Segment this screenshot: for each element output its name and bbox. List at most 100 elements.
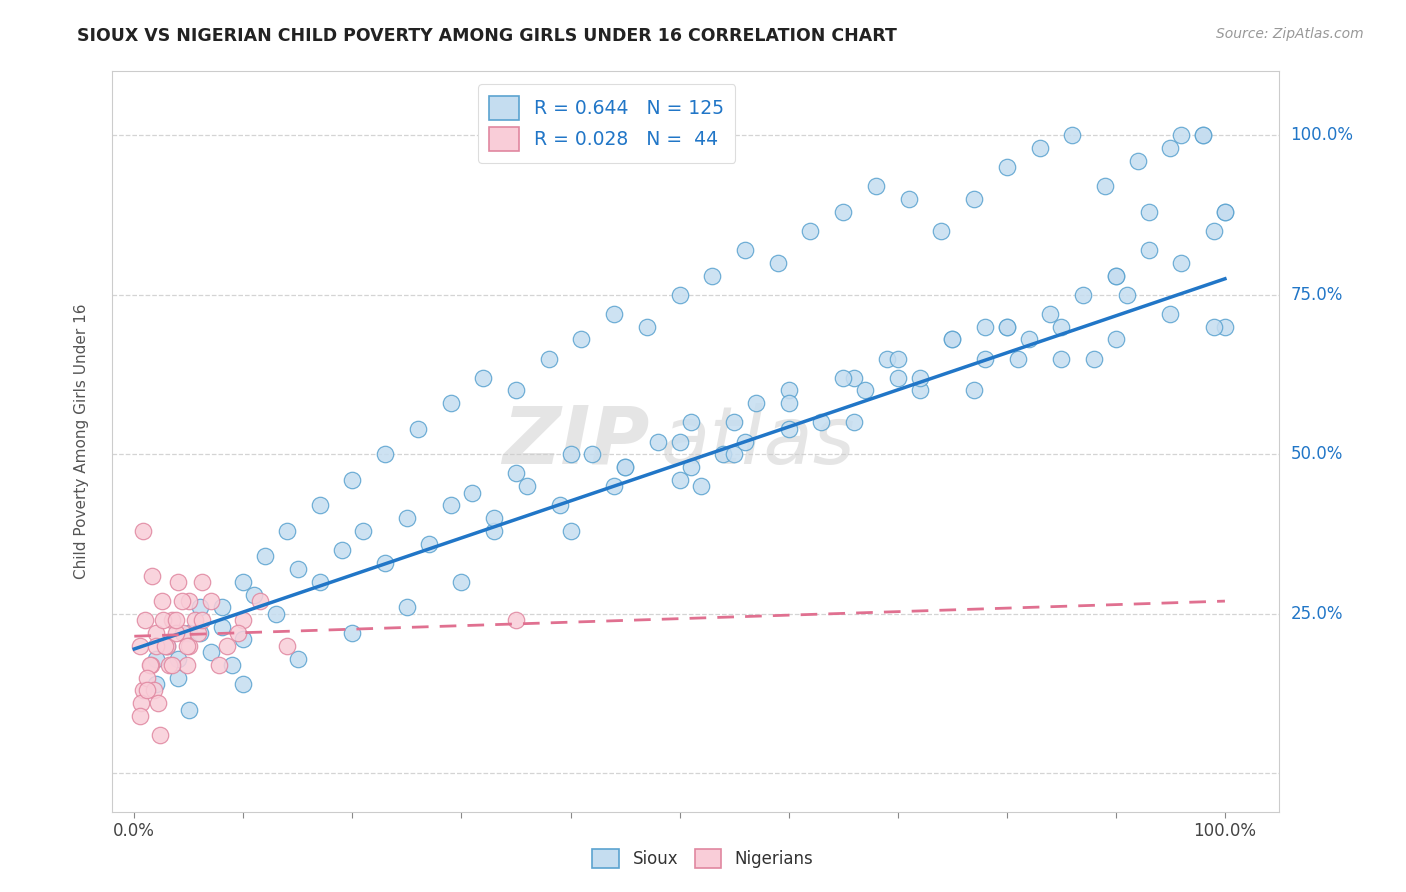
Point xyxy=(482,511,505,525)
Text: Source: ZipAtlas.com: Source: ZipAtlas.com xyxy=(1216,27,1364,41)
Point xyxy=(853,384,876,398)
Point xyxy=(1192,128,1215,143)
Point xyxy=(287,651,309,665)
Point xyxy=(516,479,538,493)
Point xyxy=(177,594,200,608)
Point xyxy=(249,594,271,608)
Point xyxy=(1213,319,1236,334)
Point xyxy=(145,626,167,640)
Point xyxy=(342,473,364,487)
Point xyxy=(136,671,159,685)
Point xyxy=(177,639,200,653)
Point xyxy=(176,657,198,672)
Point xyxy=(766,256,789,270)
Point xyxy=(232,613,254,627)
Point xyxy=(636,319,658,334)
Point xyxy=(439,396,461,410)
Point xyxy=(723,416,745,430)
Point xyxy=(162,657,184,672)
Point xyxy=(184,613,207,627)
Point xyxy=(668,287,690,301)
Point xyxy=(679,460,702,475)
Point xyxy=(897,192,920,206)
Point xyxy=(142,683,165,698)
Point xyxy=(352,524,374,538)
Point xyxy=(287,562,309,576)
Point xyxy=(149,728,172,742)
Text: 50.0%: 50.0% xyxy=(1291,445,1343,463)
Point xyxy=(395,511,418,525)
Point xyxy=(200,594,222,608)
Legend: Sioux, Nigerians: Sioux, Nigerians xyxy=(586,842,820,875)
Point xyxy=(974,319,997,334)
Point xyxy=(308,574,330,589)
Point xyxy=(276,524,298,538)
Point xyxy=(1137,243,1160,257)
Y-axis label: Child Poverty Among Girls Under 16: Child Poverty Among Girls Under 16 xyxy=(75,304,89,579)
Point xyxy=(842,416,865,430)
Legend: R = 0.644   N = 125, R = 0.028   N =  44: R = 0.644 N = 125, R = 0.028 N = 44 xyxy=(478,85,735,162)
Point xyxy=(505,613,527,627)
Point xyxy=(167,574,190,589)
Point xyxy=(132,524,155,538)
Point xyxy=(450,574,472,589)
Point xyxy=(603,307,626,321)
Point xyxy=(472,370,495,384)
Text: 75.0%: 75.0% xyxy=(1291,285,1343,304)
Point xyxy=(187,626,209,640)
Point xyxy=(156,639,179,653)
Point xyxy=(1159,141,1181,155)
Point xyxy=(548,499,571,513)
Point xyxy=(134,613,156,627)
Point xyxy=(711,447,734,461)
Point xyxy=(191,613,214,627)
Point xyxy=(941,333,963,347)
Point xyxy=(799,224,821,238)
Point xyxy=(702,268,724,283)
Point xyxy=(165,626,187,640)
Point xyxy=(172,594,194,608)
Point xyxy=(139,657,162,672)
Point xyxy=(723,447,745,461)
Point xyxy=(581,447,603,461)
Point xyxy=(177,703,200,717)
Point xyxy=(1202,224,1225,238)
Point xyxy=(136,683,159,698)
Point xyxy=(221,657,243,672)
Point xyxy=(1126,153,1149,168)
Text: SIOUX VS NIGERIAN CHILD POVERTY AMONG GIRLS UNDER 16 CORRELATION CHART: SIOUX VS NIGERIAN CHILD POVERTY AMONG GI… xyxy=(77,27,897,45)
Point xyxy=(308,499,330,513)
Point xyxy=(745,396,768,410)
Point xyxy=(887,351,910,366)
Point xyxy=(1094,179,1116,194)
Point xyxy=(1105,268,1128,283)
Point xyxy=(941,333,963,347)
Point xyxy=(963,192,986,206)
Point xyxy=(129,696,152,710)
Point xyxy=(264,607,287,621)
Point xyxy=(1028,141,1050,155)
Point xyxy=(156,639,179,653)
Point xyxy=(832,370,855,384)
Point xyxy=(668,434,690,449)
Point xyxy=(1050,319,1073,334)
Point xyxy=(734,243,756,257)
Point xyxy=(995,160,1018,174)
Point xyxy=(191,574,214,589)
Point xyxy=(176,639,198,653)
Text: 100.0%: 100.0% xyxy=(1291,126,1354,145)
Point xyxy=(690,479,713,493)
Point xyxy=(167,671,190,685)
Point xyxy=(232,574,254,589)
Point xyxy=(1192,128,1215,143)
Point xyxy=(571,333,593,347)
Point xyxy=(243,588,266,602)
Point xyxy=(778,384,800,398)
Point xyxy=(876,351,898,366)
Point xyxy=(1213,204,1236,219)
Point xyxy=(406,422,429,436)
Point xyxy=(1105,333,1128,347)
Point xyxy=(482,524,505,538)
Point xyxy=(418,536,440,550)
Point xyxy=(177,626,200,640)
